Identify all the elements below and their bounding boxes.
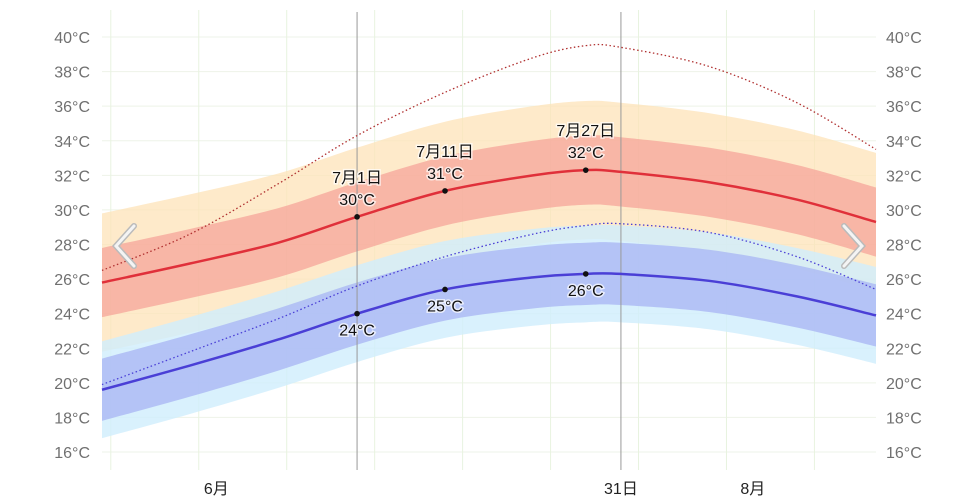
y-tick-label-right: 30°C — [886, 203, 922, 220]
data-point — [354, 214, 360, 220]
chevron-right-icon[interactable] — [838, 222, 868, 270]
series-line-low-extreme — [101, 222, 877, 386]
annotation-value: 26°C — [568, 283, 604, 300]
data-point — [442, 286, 448, 293]
x-tick-label: 31日 — [604, 481, 638, 498]
y-tick-label-left: 24°C — [54, 307, 90, 324]
chevron-left-icon[interactable] — [110, 222, 140, 270]
annotation-date: 7月1日 — [332, 170, 382, 187]
y-tick-label-left: 26°C — [54, 272, 90, 289]
series-line-low — [101, 271, 877, 391]
annotation-date: 7月27日 — [556, 123, 615, 140]
y-tick-label-left: 22°C — [54, 341, 90, 358]
series-line-high — [101, 168, 877, 284]
y-tick-label-left: 34°C — [54, 134, 90, 151]
y-tick-label-left: 36°C — [54, 99, 90, 116]
y-tick-label-left: 30°C — [54, 203, 90, 220]
y-tick-label-right: 18°C — [886, 410, 922, 427]
y-tick-label-right: 38°C — [886, 65, 922, 82]
y-tick-label-left: 32°C — [54, 168, 90, 185]
data-point — [582, 271, 589, 277]
y-tick-label-right: 28°C — [886, 238, 922, 255]
band-low-25-75 — [102, 242, 876, 421]
data-point — [582, 167, 589, 173]
y-tick-label-right: 40°C — [886, 30, 922, 47]
data-point — [442, 188, 448, 194]
y-tick-label-left: 16°C — [54, 445, 90, 462]
x-tick-label: 8月 — [740, 481, 765, 498]
y-tick-label-right: 36°C — [886, 99, 922, 116]
y-tick-label-right: 32°C — [886, 168, 922, 185]
y-tick-label-left: 18°C — [54, 410, 90, 427]
annotation-value: 25°C — [427, 298, 463, 315]
y-tick-label-right: 16°C — [886, 445, 922, 462]
annotation-value: 32°C — [568, 145, 604, 162]
y-tick-label-left: 38°C — [54, 65, 90, 82]
y-tick-label-left: 28°C — [54, 238, 90, 255]
y-tick-label-right: 20°C — [886, 376, 922, 393]
y-tick-label-right: 24°C — [886, 307, 922, 324]
annotation-value: 24°C — [339, 323, 375, 340]
y-tick-label-right: 26°C — [886, 272, 922, 289]
band-high-25-75 — [102, 135, 876, 318]
y-tick-label-left: 40°C — [54, 30, 90, 47]
annotation-date: 7月11日 — [416, 144, 474, 161]
y-tick-label-right: 34°C — [886, 134, 922, 151]
x-tick-label: 6月 — [204, 481, 229, 498]
annotation-value: 30°C — [339, 192, 375, 209]
data-point — [354, 310, 360, 317]
y-tick-label-left: 20°C — [54, 376, 90, 393]
annotation-value: 31°C — [427, 166, 463, 183]
y-tick-label-right: 22°C — [886, 341, 922, 358]
